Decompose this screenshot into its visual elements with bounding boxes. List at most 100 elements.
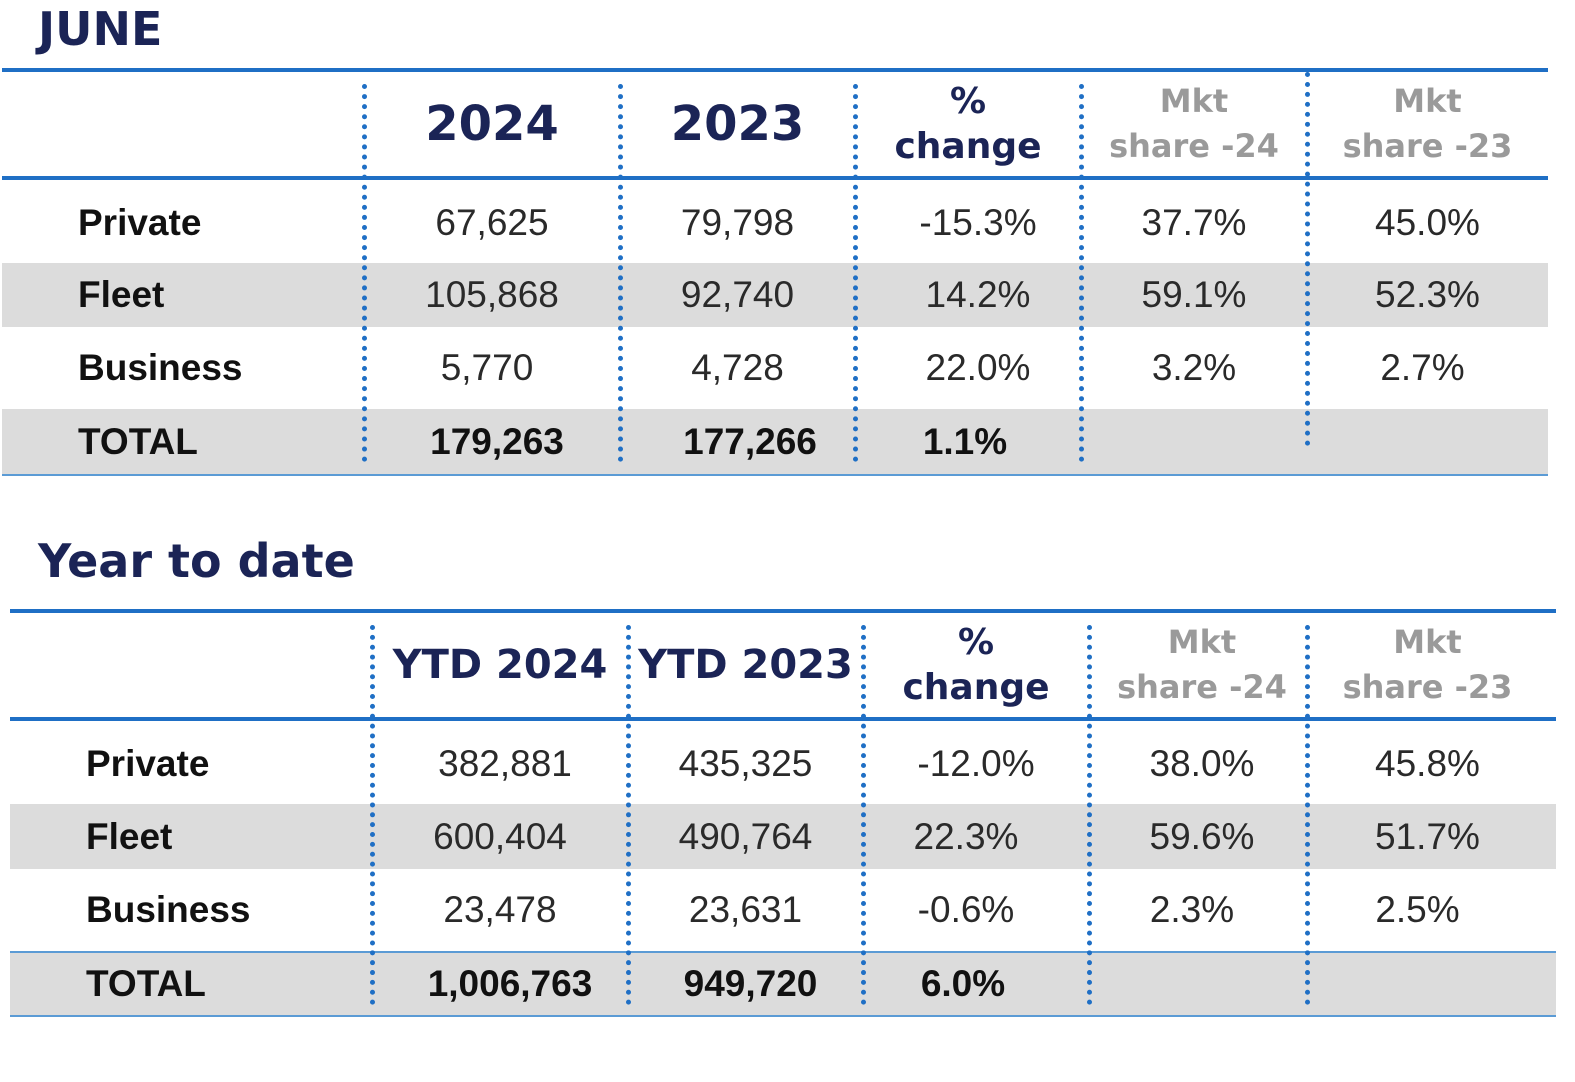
june-fleet-label: Fleet <box>78 274 165 315</box>
ytd-total-share24 <box>1089 953 1315 1015</box>
ytd-total-share23 <box>1307 953 1548 1015</box>
ytd-private-share23: 45.8% <box>1375 743 1480 784</box>
june-header-2024: 2024 <box>364 72 620 176</box>
ytd-header-2023-label: YTD 2023 <box>638 642 853 688</box>
ytd-fleet-change: 22.3% <box>913 815 1019 857</box>
ytd-total-label: TOTAL <box>86 963 206 1004</box>
june-fleet-2024: 105,868 <box>425 274 559 315</box>
ytd-divider-3 <box>861 625 866 1005</box>
june-row-private: Private 67,625 79,798 -15.3% 37.7% 45.0% <box>2 183 1548 263</box>
ytd-table: YTD 2024 YTD 2023 % change Mkt share -24… <box>10 609 1556 1021</box>
june-fleet-2023: 92,740 <box>680 274 795 315</box>
june-business-share23: 2.7% <box>1380 347 1465 388</box>
june-table: 2024 2023 % change Mkt share -24 Mkt sha… <box>2 68 1548 478</box>
ytd-header-mkt-share-24: Mkt share -24 <box>1089 613 1315 717</box>
ytd-fleet-share23: 51.7% <box>1375 815 1480 857</box>
ytd-divider-4 <box>1087 625 1092 1005</box>
june-divider-4 <box>1079 84 1084 462</box>
ytd-business-share24: 2.3% <box>1149 889 1235 930</box>
ytd-business-change: -0.6% <box>917 889 1015 930</box>
ytd-business-share23: 2.5% <box>1375 889 1460 930</box>
ytd-header-pct-word: change <box>902 667 1050 708</box>
ytd-private-2023: 435,325 <box>678 743 813 784</box>
june-total-label: TOTAL <box>78 420 198 462</box>
ytd-divider-2 <box>626 625 631 1005</box>
june-row-total: TOTAL 179,263 177,266 1.1% <box>2 409 1548 474</box>
ytd-business-label: Business <box>86 889 251 930</box>
june-total-change: 1.1% <box>922 420 1008 462</box>
june-header-pct-symbol: % <box>949 81 987 122</box>
ytd-private-label: Private <box>86 743 210 784</box>
june-header-row: 2024 2023 % change Mkt share -24 Mkt sha… <box>2 72 1548 176</box>
ytd-header-row: YTD 2024 YTD 2023 % change Mkt share -24… <box>10 613 1556 717</box>
june-header-mkt24-line2: share -24 <box>1109 127 1279 165</box>
june-header-mkt-share-24: Mkt share -24 <box>1081 72 1307 176</box>
june-header-2023-label: 2023 <box>670 96 805 152</box>
june-bottom-rule <box>2 474 1548 476</box>
june-private-share23: 45.0% <box>1375 202 1480 243</box>
june-private-share24: 37.7% <box>1141 202 1247 243</box>
june-private-label: Private <box>78 202 202 243</box>
june-header-mkt23-line1: Mkt <box>1393 82 1462 121</box>
ytd-private-share24: 38.0% <box>1149 743 1255 784</box>
june-business-share24: 3.2% <box>1151 347 1237 388</box>
ytd-row-fleet: Fleet 600,404 490,764 22.3% 59.6% 51.7% <box>10 804 1556 869</box>
ytd-divider-1 <box>370 625 375 1005</box>
ytd-top-rule <box>10 609 1556 613</box>
ytd-header-mkt23-line2: share -23 <box>1342 668 1513 706</box>
june-header-mkt23-line2: share -23 <box>1342 127 1513 165</box>
ytd-header-mkt24-line2: share -24 <box>1117 668 1287 706</box>
june-private-2023: 79,798 <box>680 202 795 243</box>
ytd-bottom-rule <box>10 1015 1556 1017</box>
ytd-business-2024: 23,478 <box>443 889 557 930</box>
ytd-header-mkt-share-23: Mkt share -23 <box>1307 613 1548 717</box>
june-header-2024-label: 2024 <box>425 96 559 152</box>
ytd-private-2024: 382,881 <box>438 743 572 784</box>
june-row-business: Business 5,770 4,728 22.0% 3.2% 2.7% <box>2 327 1548 409</box>
june-business-change: 22.0% <box>925 347 1031 388</box>
ytd-fleet-2024: 600,404 <box>433 815 567 857</box>
june-fleet-share23: 52.3% <box>1375 274 1480 315</box>
june-header-2023: 2023 <box>620 72 855 176</box>
june-header-pct-word: change <box>894 126 1042 167</box>
ytd-header-2023: YTD 2023 <box>628 613 863 717</box>
ytd-business-2023: 23,631 <box>688 889 803 930</box>
ytd-header-2024: YTD 2024 <box>372 613 628 717</box>
june-header-mkt24-line1: Mkt <box>1159 82 1229 121</box>
ytd-header-rule <box>10 717 1556 721</box>
june-header-mkt-share-23: Mkt share -23 <box>1307 72 1548 176</box>
ytd-private-change: -12.0% <box>917 743 1035 784</box>
june-row-fleet: Fleet 105,868 92,740 14.2% 59.1% 52.3% <box>2 263 1548 327</box>
ytd-section: Year to date YTD 2024 YTD 2023 % change … <box>0 520 1575 1040</box>
june-divider-1 <box>362 84 367 462</box>
ytd-header-pct-change: % change <box>863 613 1089 717</box>
ytd-row-business: Business 23,478 23,631 -0.6% 2.3% 2.5% <box>10 869 1556 951</box>
ytd-header-2024-label: YTD 2024 <box>392 642 608 688</box>
june-section: JUNE 2024 2023 % change Mkt share -24 Mk… <box>0 0 1575 500</box>
june-total-share24 <box>1081 409 1307 474</box>
june-private-change: -15.3% <box>919 202 1037 243</box>
ytd-row-total: TOTAL 1,006,763 949,720 6.0% <box>10 953 1556 1015</box>
ytd-fleet-share24: 59.6% <box>1149 815 1255 857</box>
june-fleet-share24: 59.1% <box>1141 274 1247 315</box>
june-total-share23 <box>1307 409 1548 474</box>
june-header-rule <box>2 176 1548 180</box>
june-divider-3 <box>853 84 858 462</box>
ytd-divider-5 <box>1305 625 1310 1005</box>
ytd-total-2024: 1,006,763 <box>427 963 593 1004</box>
june-divider-5 <box>1305 72 1310 446</box>
june-total-2024: 179,263 <box>430 420 564 462</box>
ytd-total-2023: 949,720 <box>683 963 818 1004</box>
ytd-fleet-label: Fleet <box>86 815 173 857</box>
june-top-rule <box>2 68 1548 72</box>
june-business-2023: 4,728 <box>691 347 784 388</box>
june-business-2024: 5,770 <box>440 347 534 388</box>
ytd-total-top-rule <box>10 951 1556 953</box>
ytd-row-private: Private 382,881 435,325 -12.0% 38.0% 45.… <box>10 724 1556 804</box>
ytd-header-mkt23-line1: Mkt <box>1393 623 1462 662</box>
ytd-total-change: 6.0% <box>920 963 1006 1004</box>
ytd-header-mkt24-line1: Mkt <box>1167 623 1237 662</box>
june-business-label: Business <box>78 347 243 388</box>
ytd-header-pct-symbol: % <box>957 622 995 663</box>
june-title: JUNE <box>38 2 163 56</box>
